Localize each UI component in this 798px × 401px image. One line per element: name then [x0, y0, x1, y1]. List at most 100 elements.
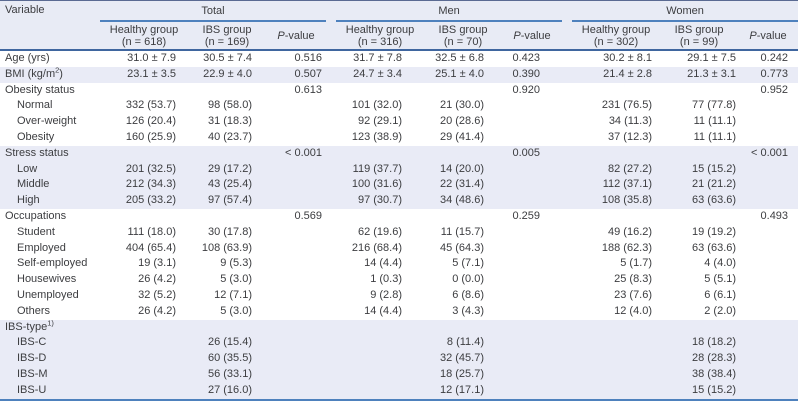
data-cell: 5 (1.7) — [620, 257, 653, 270]
group-gap — [326, 1, 336, 51]
variable-column-header: Variable — [0, 1, 100, 51]
p-italic: P — [513, 29, 521, 42]
data-cell: 56 (33.1) — [188, 366, 266, 383]
data-cell: 0.773 — [738, 66, 798, 83]
data-cell: 40 (23.7) — [207, 130, 252, 143]
data-cell: 12 (17.1) — [424, 382, 502, 400]
data-cell: 14 (4.4) — [364, 304, 402, 317]
group-gap — [562, 272, 572, 288]
table-row: Housewives 26 (4.2) 5 (3.0) 1 (0.3) 0 (0.0) 2… — [0, 272, 798, 288]
data-cell — [502, 256, 562, 272]
data-cell — [660, 209, 738, 225]
data-cell: 205 (33.2) — [100, 193, 188, 209]
column-header-label: Healthy group — [581, 23, 651, 36]
data-cell: 25 (8.3) — [614, 273, 653, 286]
table-row: IBS-M 56 (33.1) 18 (25.7) 38 (38.4) — [0, 366, 798, 383]
data-cell: 14 (4.4) — [364, 257, 402, 270]
column-header-healthy-women: Healthy group (n = 302) — [572, 21, 661, 51]
data-cell — [502, 114, 562, 130]
column-header-row: Healthy group (n = 618) IBS group (n = 169… — [0, 21, 798, 51]
data-cell — [502, 225, 562, 241]
data-cell: 15 (15.2) — [660, 382, 739, 400]
group-gap — [562, 366, 573, 383]
data-cell — [336, 83, 424, 99]
group-header-women: Women — [572, 1, 798, 22]
data-cell: 29.1 ± 7.5 — [687, 52, 737, 64]
data-cell — [266, 319, 326, 336]
data-cell — [572, 382, 661, 400]
row-label: Housewives — [17, 273, 77, 286]
data-cell: 0.569 — [294, 209, 322, 222]
group-gap — [326, 161, 336, 178]
data-cell: 98 (58.0) — [207, 99, 252, 112]
data-cell: 63 (63.6) — [692, 241, 737, 254]
data-cell — [188, 145, 266, 162]
group-gap — [562, 241, 572, 257]
data-cell — [738, 319, 798, 336]
data-cell — [738, 382, 798, 400]
data-cell: 97 (30.7) — [336, 193, 424, 209]
data-cell: 63 (63.6) — [660, 193, 739, 209]
data-cell: 112 (37.1) — [572, 177, 661, 194]
data-cell — [266, 304, 326, 320]
data-cell: 30 (17.8) — [207, 225, 252, 238]
table-row: BMI (kg/m2) 23.1 ± 3.5 22.9 ± 4.0 0.507 24.7… — [0, 66, 798, 83]
group-gap — [562, 1, 573, 51]
data-cell — [100, 351, 188, 367]
table-row: IBS-U 27 (16.0) 12 (17.1) 15 (15.2) — [0, 382, 798, 400]
column-header-label: Healthy group — [345, 23, 415, 36]
table-row: Over-weight 126 (20.4) 31 (18.3) 92 (29.1) 2… — [0, 114, 798, 130]
group-gap — [326, 366, 336, 383]
data-cell — [738, 351, 798, 367]
data-cell — [660, 145, 739, 162]
table-row: IBS-type1) — [0, 319, 798, 336]
data-cell: 12 (4.0) — [614, 304, 653, 317]
data-cell — [502, 366, 563, 383]
data-cell: 34 (48.6) — [424, 193, 502, 209]
p-rest: -value — [520, 29, 551, 42]
data-cell: 5 (3.0) — [220, 273, 252, 286]
data-cell — [100, 83, 188, 99]
data-cell — [738, 241, 798, 257]
table-row: IBS-D 60 (35.5) 32 (45.7) 28 (28.3) — [0, 351, 798, 367]
data-cell: 62 (19.6) — [357, 225, 402, 238]
data-cell: 34 (11.3) — [608, 115, 653, 128]
data-cell: 0.516 — [294, 52, 322, 64]
data-cell: 9 (2.8) — [370, 288, 402, 301]
table-row: Unemployed 32 (5.2) 12 (7.1) 9 (2.8) 6 (8.6)… — [0, 288, 798, 304]
data-cell: 9 (5.3) — [220, 257, 252, 270]
column-header-label: IBS group — [438, 23, 488, 36]
data-cell — [660, 83, 738, 99]
data-cell: 101 (32.0) — [351, 99, 402, 112]
data-cell: 126 (20.4) — [125, 115, 176, 128]
group-gap — [562, 66, 573, 83]
data-cell: 0.259 — [512, 209, 541, 222]
data-cell: 201 (32.5) — [100, 161, 188, 178]
data-cell — [738, 161, 798, 178]
group-gap — [562, 130, 572, 146]
table-row: Occupations 0.569 0.259 0.493 — [0, 209, 798, 225]
data-cell — [738, 304, 798, 320]
data-cell — [100, 145, 188, 162]
data-cell — [266, 241, 326, 257]
data-cell: 216 (68.4) — [351, 241, 402, 254]
data-cell: 37 (12.3) — [608, 130, 653, 143]
footnote-superscript: 2 — [55, 66, 60, 75]
table-row: Others 26 (4.2) 5 (3.0) 14 (4.4) 3 (4.3) 12 (… — [0, 304, 798, 320]
data-cell — [424, 319, 502, 336]
data-cell: 21.4 ± 2.8 — [572, 66, 661, 83]
data-cell — [502, 193, 563, 209]
row-label: Occupations — [5, 209, 67, 222]
row-label: Obesity — [17, 130, 55, 143]
data-cell: 212 (34.3) — [100, 177, 188, 194]
data-cell: 82 (27.2) — [572, 161, 661, 178]
column-header-healthy-total: Healthy group (n = 618) — [100, 21, 188, 51]
data-cell — [738, 114, 798, 130]
data-cell — [266, 382, 326, 400]
data-cell: 19 (3.1) — [138, 257, 176, 270]
data-cell — [738, 130, 798, 146]
row-label: Age (yrs) — [5, 52, 50, 64]
data-cell — [572, 145, 661, 162]
data-cell: 24.7 ± 3.4 — [336, 66, 424, 83]
data-cell: 231 (76.5) — [601, 99, 653, 112]
